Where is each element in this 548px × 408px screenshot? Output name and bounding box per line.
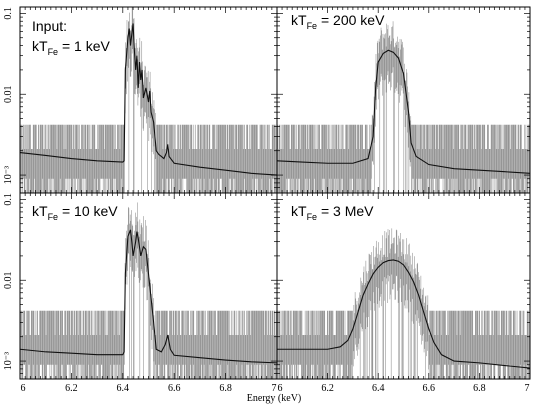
panel-label-kt: kT	[291, 12, 307, 28]
data-layer	[20, 7, 277, 193]
plot-frame	[19, 192, 278, 380]
panel-label-line1: Input:	[32, 18, 67, 34]
model-curve	[277, 259, 531, 369]
y-tick-label: 10⁻³	[3, 166, 14, 184]
panel-top-right: kTFe = 200 keV	[276, 6, 531, 194]
ticks-layer	[276, 7, 531, 194]
ticks-layer: 0.1 0.01 10⁻³ 6 6.2 6.4 6.6 6.8 7	[3, 193, 278, 394]
y-tick-label: 10⁻³	[3, 352, 14, 370]
ticks-layer: 6 6.2 6.4 6.6 6.8 7	[276, 193, 531, 394]
data-layer	[277, 21, 530, 193]
x-tick-label: 6	[21, 383, 26, 394]
x-axis-title: Energy (keV)	[247, 393, 302, 404]
y-tick-label: 0.01	[3, 271, 14, 289]
x-tick-label: 6.2	[65, 383, 78, 394]
model-curve	[19, 229, 278, 364]
panel-label-subscript: Fe	[48, 47, 59, 57]
panel-bottom-left: 0.1 0.01 10⁻³ 6 6.2 6.4 6.6 6.8 7 kTFe = 10 keV	[3, 192, 278, 394]
panel-label-subscript: Fe	[307, 212, 318, 222]
panel-top-left: 0.1 0.01 10⁻³ Input: kTFe = 1 keV	[3, 6, 278, 194]
panel-label-kt: kT	[291, 203, 307, 219]
panel-label-value: = 200 keV	[317, 12, 385, 28]
panel-label-kt: kT	[32, 203, 48, 219]
panel-bottom-right: 6 6.2 6.4 6.6 6.8 7 kTFe = 3 MeV	[276, 192, 531, 394]
model-layer	[19, 229, 278, 364]
panel-label-kt: kT	[32, 38, 48, 54]
panel-label: kTFe = 200 keV	[291, 12, 385, 31]
x-tick-label: 6.6	[168, 383, 181, 394]
data-layer	[277, 228, 530, 379]
panel-label-subscript: Fe	[48, 212, 59, 222]
model-layer	[277, 259, 531, 369]
model-curve	[276, 49, 531, 174]
model-layer	[276, 49, 531, 174]
x-tick-label: 7	[525, 383, 530, 394]
panel-label-subscript: Fe	[307, 21, 318, 31]
y-tick-label: 0.1	[3, 193, 14, 206]
x-tick-label: 6.2	[321, 383, 334, 394]
y-tick-label: 0.1	[3, 7, 14, 20]
x-tick-label: 6.8	[219, 383, 232, 394]
panel-label-value: = 1 keV	[58, 38, 110, 54]
model-layer	[19, 23, 278, 176]
x-tick-label: 7	[272, 383, 277, 394]
x-tick-label: 6	[278, 383, 283, 394]
panel-label: kTFe = 3 MeV	[291, 203, 374, 222]
plot-frame	[276, 6, 531, 194]
model-curve	[19, 23, 278, 176]
panel-label-value: = 3 MeV	[317, 203, 374, 219]
panel-label-value: = 10 keV	[58, 203, 118, 219]
x-tick-label: 6.8	[473, 383, 486, 394]
ticks-layer: 0.1 0.01 10⁻³	[3, 7, 278, 194]
y-tick-label: 0.01	[3, 85, 14, 103]
panel-label: kTFe = 10 keV	[32, 203, 118, 222]
panel-label: kTFe = 1 keV	[32, 38, 110, 57]
x-tick-label: 6.6	[423, 383, 436, 394]
x-tick-label: 6.4	[117, 383, 130, 394]
x-tick-label: 6.4	[372, 383, 385, 394]
